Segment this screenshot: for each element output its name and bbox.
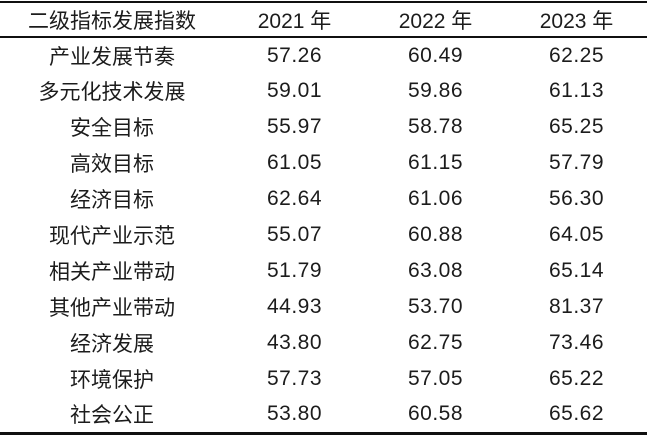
column-header-2021: 2021 年 [257,9,332,33]
table-row: 其他产业带动 44.93 53.70 81.37 [0,289,647,325]
value-cell: 65.25 [548,115,605,138]
row-label: 相关产业带动 [49,260,175,284]
value-cell: 64.05 [548,223,605,246]
value-cell: 56.30 [548,187,605,210]
table-row: 多元化技术发展 59.01 59.86 61.13 [0,73,647,109]
table-row: 产业发展节奏 57.26 60.49 62.25 [0,37,647,73]
value-cell: 59.86 [407,79,464,102]
value-cell: 57.05 [407,367,464,390]
value-cell: 59.01 [266,79,323,102]
value-cell: 60.58 [407,402,464,426]
table-row: 相关产业带动 51.79 63.08 65.14 [0,253,647,289]
column-header-indicator: 二级指标发展指数 [28,8,196,33]
table-row: 高效目标 61.05 61.15 57.79 [0,145,647,181]
table-row: 安全目标 55.97 58.78 65.25 [0,109,647,145]
value-cell: 58.78 [407,115,464,138]
row-label: 社会公正 [70,403,154,428]
value-cell: 43.80 [266,331,323,354]
table-row: 社会公正 53.80 60.58 65.62 [0,397,647,433]
value-cell: 53.80 [266,402,323,426]
row-label: 环境保护 [70,368,154,392]
table-row: 经济目标 62.64 61.06 56.30 [0,181,647,217]
table-row: 经济发展 43.80 62.75 73.46 [0,325,647,361]
value-cell: 65.62 [548,402,605,426]
row-label: 经济发展 [70,332,154,356]
table-row: 现代产业示范 55.07 60.88 64.05 [0,217,647,253]
value-cell: 61.15 [407,151,464,174]
value-cell: 61.13 [548,79,605,102]
value-cell: 63.08 [407,259,464,282]
value-cell: 61.05 [266,151,323,174]
value-cell: 61.06 [407,187,464,210]
value-cell: 62.75 [407,331,464,354]
value-cell: 73.46 [548,331,605,354]
row-label: 现代产业示范 [49,224,175,248]
value-cell: 60.88 [407,223,464,246]
value-cell: 55.97 [266,115,323,138]
table-header-row: 二级指标发展指数 2021 年 2022 年 2023 年 [0,2,647,37]
value-cell: 65.22 [548,367,605,390]
value-cell: 44.93 [266,295,323,318]
value-cell: 55.07 [266,223,323,246]
value-cell: 53.70 [407,295,464,318]
row-label: 产业发展节奏 [49,44,175,69]
value-cell: 57.26 [266,43,323,67]
row-label: 多元化技术发展 [38,80,186,104]
row-label: 经济目标 [70,188,154,212]
value-cell: 57.79 [548,151,605,174]
value-cell: 65.14 [548,259,605,282]
value-cell: 51.79 [266,259,323,282]
value-cell: 57.73 [266,367,323,390]
row-label: 安全目标 [70,116,154,140]
table-row: 环境保护 57.73 57.05 65.22 [0,361,647,397]
row-label: 高效目标 [70,152,154,176]
column-header-2023: 2023 年 [539,9,614,33]
column-header-2022: 2022 年 [398,9,473,33]
value-cell: 60.49 [407,43,464,67]
value-cell: 62.25 [548,43,605,67]
row-label: 其他产业带动 [49,296,175,320]
value-cell: 81.37 [548,295,605,318]
value-cell: 62.64 [266,187,323,210]
